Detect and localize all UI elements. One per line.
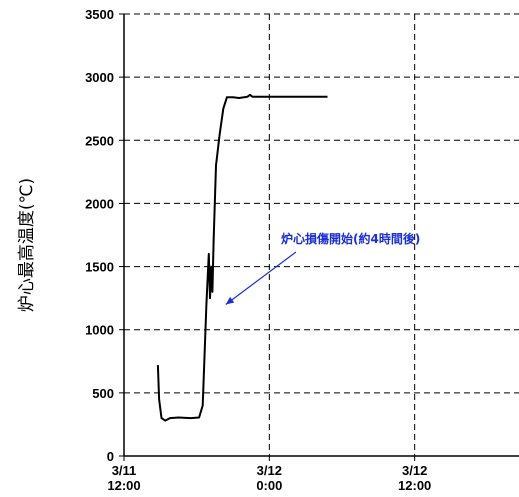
y-tick-labels: 0 500 1000 1500 2000 2500 3000 3500 [85, 7, 114, 464]
y-tick-label: 2500 [85, 133, 114, 148]
x-tick-label-time: 0:00 [256, 478, 282, 493]
y-axis-title: 炉心最高温度(℃) [17, 178, 37, 312]
annotation-arrow-head [225, 296, 235, 305]
series-line [156, 93, 328, 422]
y-tick-label: 2000 [85, 196, 114, 211]
x-tick-label-time: 12:00 [398, 478, 431, 493]
series [156, 93, 328, 422]
x-tick-label-date: 3/11 [112, 463, 137, 478]
y-tick-label: 1000 [85, 323, 114, 338]
y-tick-label: 3000 [85, 70, 114, 85]
grid [124, 13, 519, 456]
annotation-label: 炉心損傷開始(約4時間後) [281, 231, 420, 246]
annotation: 炉心損傷開始(約4時間後) [225, 231, 420, 305]
x-tick-label-date: 3/12 [257, 463, 282, 478]
y-tick-label: 1500 [85, 260, 114, 275]
x-tick-label-time: 12:00 [107, 478, 140, 493]
y-tick-label: 3500 [85, 7, 114, 22]
y-tick-label: 500 [92, 386, 114, 401]
annotation-arrow-line [225, 251, 297, 305]
axes [119, 13, 519, 461]
x-tick-label-date: 3/12 [402, 463, 427, 478]
y-tick-label: 0 [107, 449, 114, 464]
